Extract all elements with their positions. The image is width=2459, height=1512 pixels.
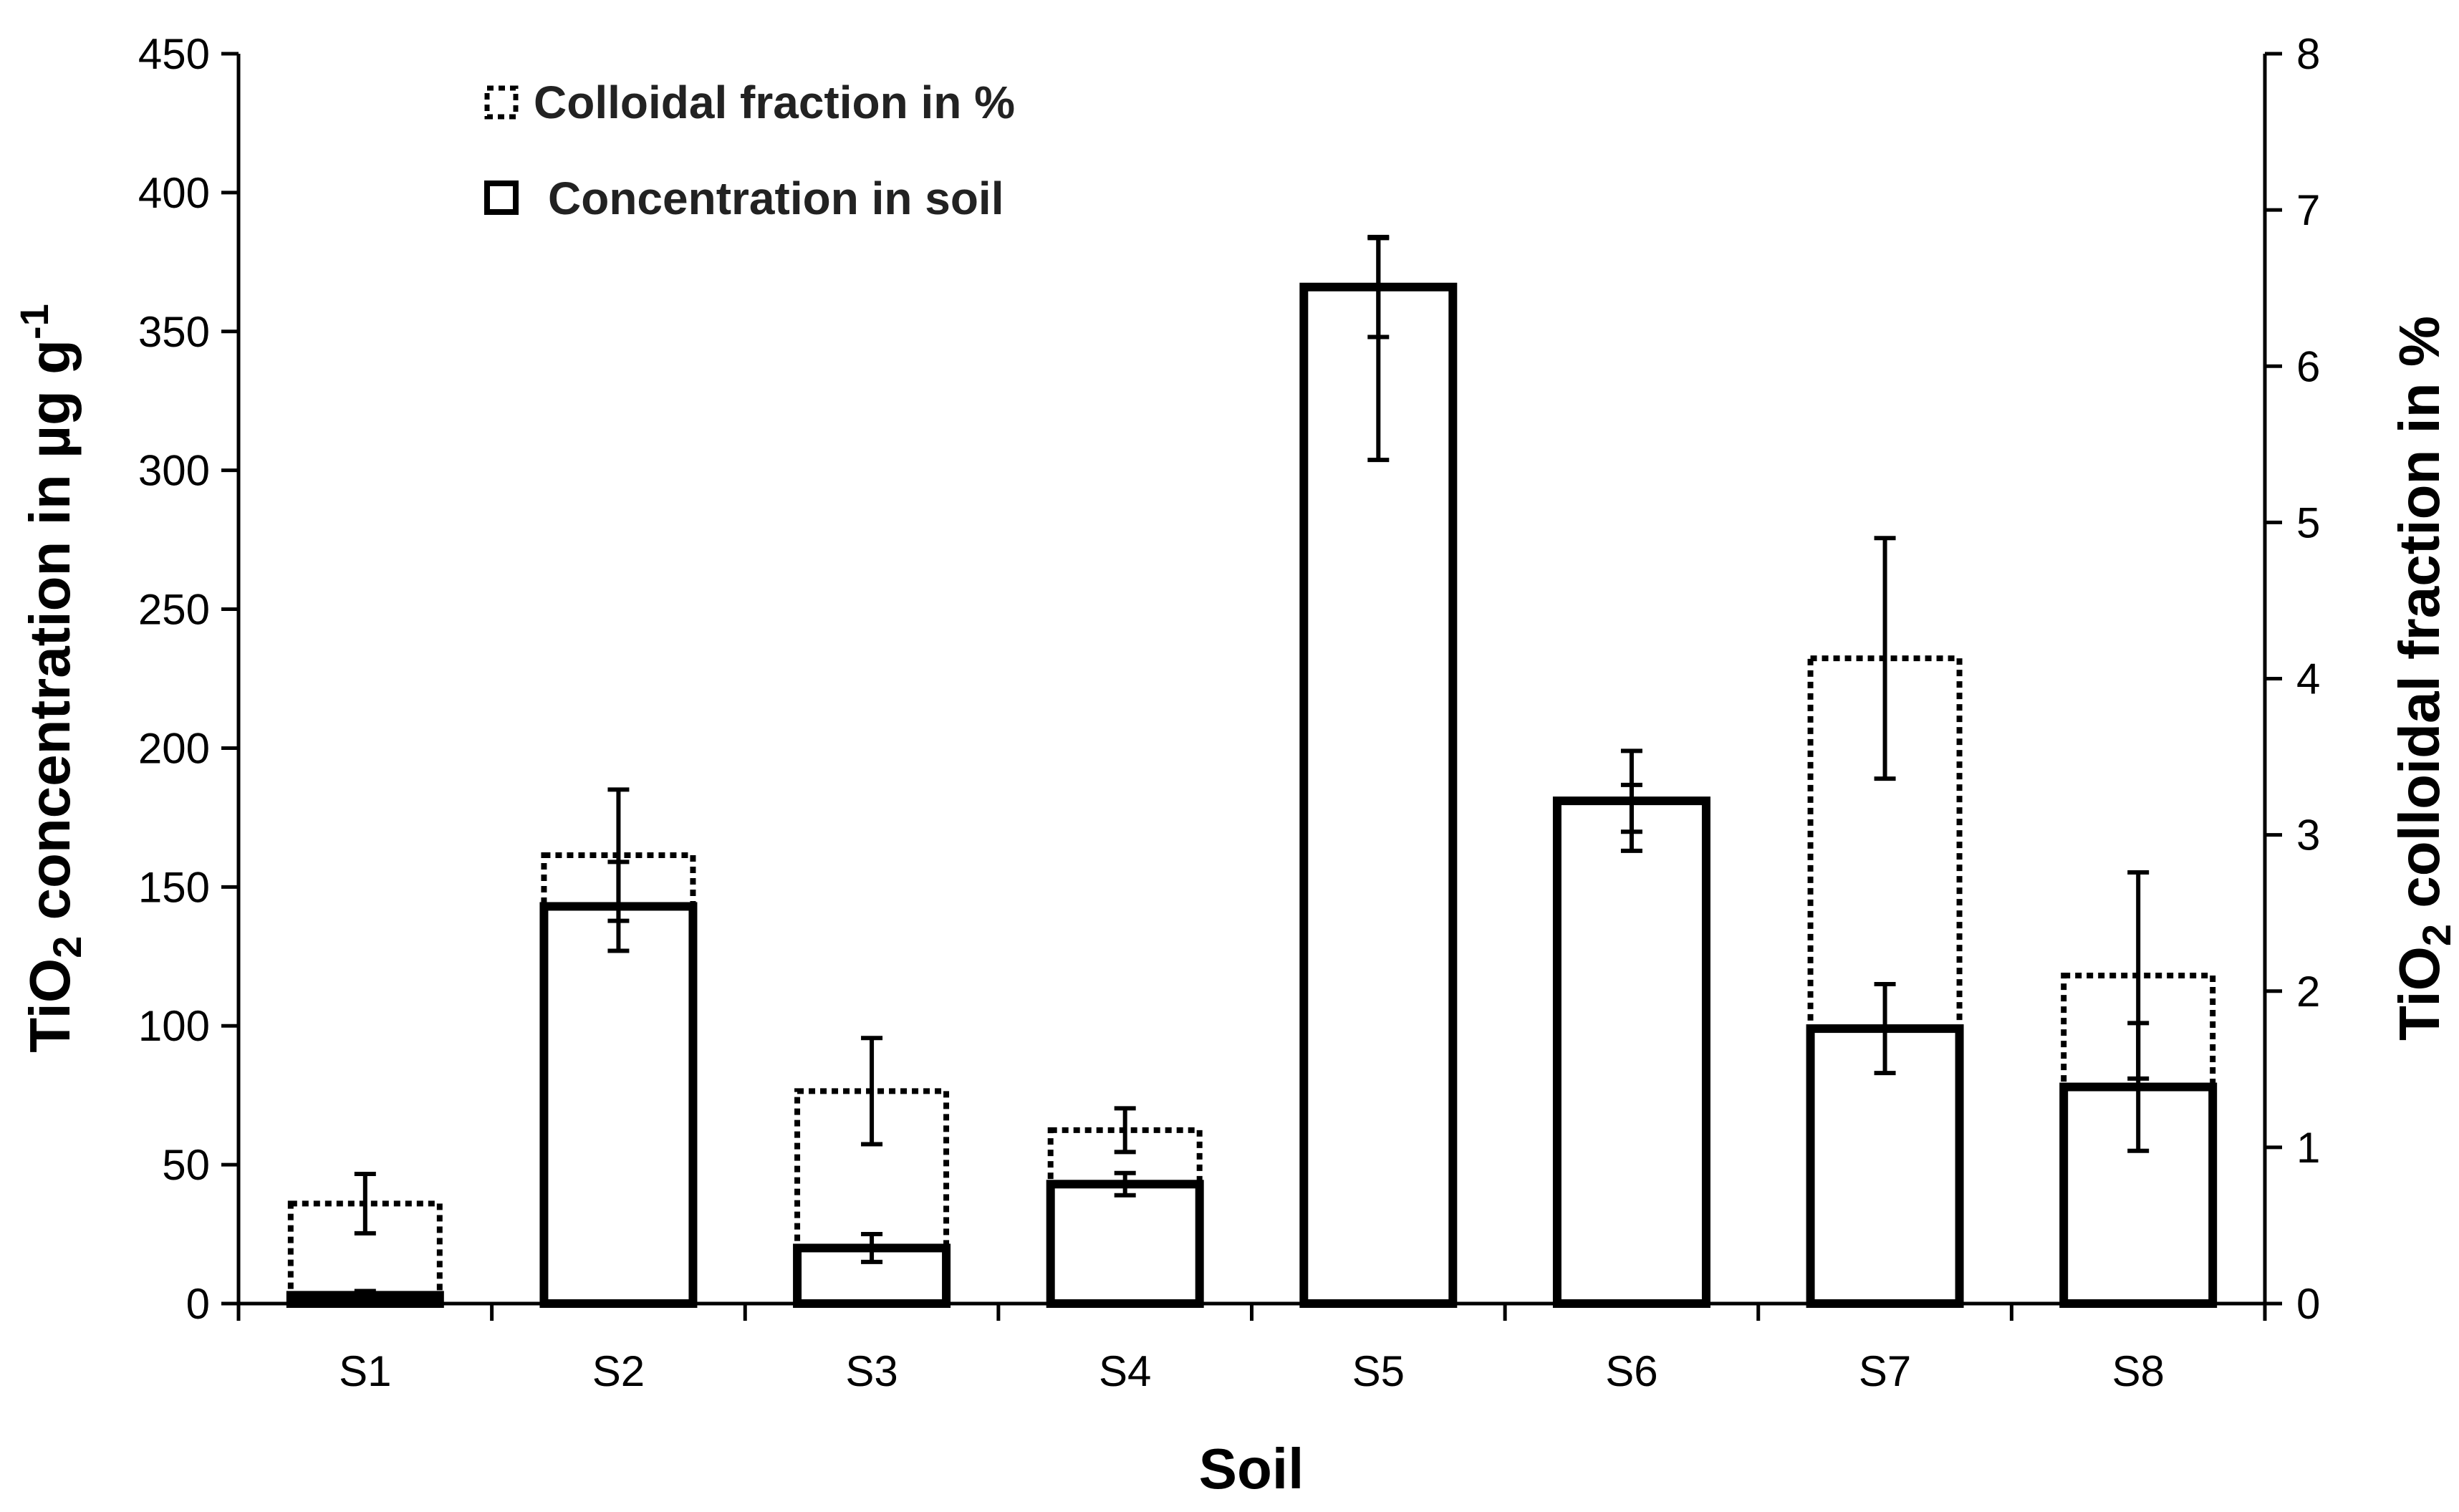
right-y-ticks: 0 1 2 3 4 5 6 7 8 (2265, 30, 2320, 1328)
legend-label-concentration: Concentration in soil (548, 173, 1004, 224)
left-y-axis-title-superscript: -1 (11, 304, 57, 340)
concentration-error-s3 (861, 1232, 883, 1264)
x-tick-label-s8: S8 (2112, 1347, 2164, 1395)
right-y-tick-label: 5 (2296, 499, 2320, 546)
right-y-tick-label: 4 (2296, 655, 2320, 703)
concentration-error-s4 (1114, 1170, 1136, 1198)
x-tick-label-s6: S6 (1605, 1347, 1657, 1395)
left-y-tick-label: 350 (138, 308, 210, 356)
left-y-tick-label: 450 (138, 30, 210, 78)
right-y-tick-label: 1 (2296, 1124, 2320, 1172)
left-y-axis-title: TiO2 concentration in µg g-1 (11, 304, 90, 1053)
concentration-error-s6 (1620, 748, 1642, 853)
left-y-tick-label: 200 (138, 724, 210, 772)
right-y-tick-label: 8 (2296, 30, 2320, 78)
left-y-tick-label: 150 (138, 863, 210, 911)
right-y-tick-label: 2 (2296, 968, 2320, 1016)
right-y-axis-title: TiO2 colloidal fraction in % (2387, 316, 2459, 1041)
concentration-bar-s6 (1552, 796, 1710, 1308)
legend-swatch-dotted (484, 85, 519, 120)
right-y-axis-title-subscript: 2 (2414, 924, 2459, 946)
right-y-axis-title-prefix: TiO (2387, 946, 2451, 1041)
x-tick-label-s2: S2 (592, 1347, 645, 1395)
concentration-error-s8 (2127, 1021, 2150, 1153)
left-y-axis-title-prefix: TiO (18, 958, 82, 1053)
x-tick-label-s1: S1 (339, 1347, 391, 1395)
left-y-tick-label: 50 (162, 1141, 210, 1189)
x-ticks: S1 S2 S3 S4 S5 S6 S7 S8 (236, 1304, 2267, 1395)
concentration-error-s2 (607, 859, 630, 953)
left-y-tick-label: 250 (138, 586, 210, 634)
x-tick-label-s5: S5 (1352, 1347, 1405, 1395)
left-y-tick-label: 100 (138, 1002, 210, 1050)
x-tick-label-s4: S4 (1099, 1347, 1151, 1395)
concentration-bar-s2 (539, 902, 698, 1308)
legend: Colloidal fraction in % Concentration in… (484, 77, 1015, 224)
x-axis-title: Soil (1199, 1437, 1304, 1501)
concentration-bar-s4 (1046, 1180, 1204, 1309)
legend-swatch-solid (484, 180, 519, 215)
concentration-error-s1 (354, 1289, 376, 1302)
x-tick-label-s7: S7 (1859, 1347, 1911, 1395)
concentration-bars (286, 282, 2218, 1309)
colloidal-fraction-error-s7 (1874, 536, 1896, 781)
concentration-error-s7 (1874, 982, 1896, 1076)
left-y-ticks: 0 50 100 150 200 250 300 350 400 450 (138, 30, 239, 1328)
right-y-tick-label: 7 (2296, 186, 2320, 234)
right-y-tick-label: 3 (2296, 812, 2320, 859)
concentration-error-s5 (1367, 234, 1390, 340)
error-bars (354, 234, 2150, 1302)
right-y-axis-title-main: colloidal fraction in % (2387, 316, 2451, 924)
left-y-tick-label: 400 (138, 169, 210, 217)
left-y-axis-title-main: concentration in µg g (18, 340, 82, 936)
colloidal-fraction-error-s3 (861, 1036, 883, 1147)
left-y-axis-title-subscript: 2 (44, 936, 90, 958)
colloidal-fraction-error-s1 (354, 1171, 376, 1236)
right-y-tick-label: 6 (2296, 342, 2320, 390)
colloidal-fraction-error-s4 (1114, 1106, 1136, 1155)
right-y-tick-label: 0 (2296, 1280, 2320, 1328)
x-tick-label-s3: S3 (845, 1347, 898, 1395)
left-y-tick-label: 300 (138, 447, 210, 495)
left-y-tick-label: 0 (186, 1280, 210, 1328)
legend-label-colloidal-fraction: Colloidal fraction in % (534, 77, 1015, 128)
